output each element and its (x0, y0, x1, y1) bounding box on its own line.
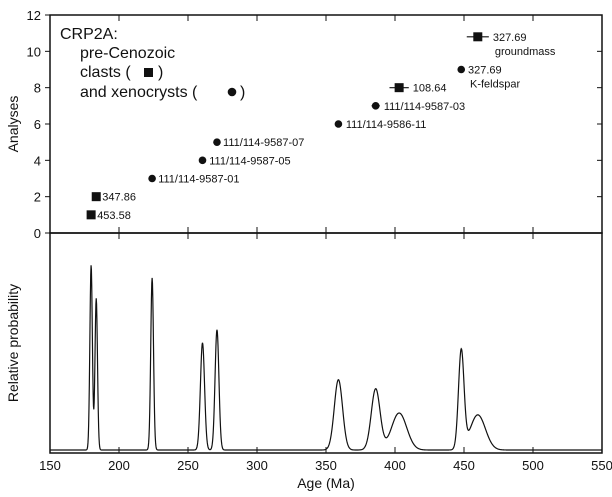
legend-circle-marker (227, 87, 237, 97)
point-label: 453.58 (97, 210, 131, 222)
x-tick-label: 150 (39, 458, 61, 473)
circle-marker (213, 138, 221, 146)
point-label: 111/114-9587-05 (209, 155, 290, 167)
y-tick-label: 8 (34, 81, 41, 96)
legend-title: CRP2A: (60, 26, 118, 43)
circle-marker (198, 156, 207, 165)
legend: CRP2A: pre-Cenozoic clasts ( ) and xenoc… (60, 26, 245, 101)
point-label: 327.69 (468, 65, 502, 77)
point-label: 111/114-9587-07 (223, 137, 304, 149)
legend-xeno-close: ) (240, 84, 245, 101)
x-axis-label: Age (Ma) (297, 475, 355, 491)
point-label: 111/114-9587-03 (384, 101, 465, 113)
error-bars (89, 36, 489, 216)
point-label: 327.69 (493, 32, 527, 44)
point-sublabel: K-feldspar (470, 79, 520, 91)
x-axis-ticks: 150 200 250 300 350 400 450 500 550 (39, 15, 612, 473)
square-marker (394, 83, 404, 93)
x-tick-label: 500 (522, 458, 544, 473)
circle-marker (148, 174, 156, 183)
legend-line-1: pre-Cenozoic (80, 45, 175, 62)
x-tick-label: 450 (453, 458, 475, 473)
point-label: 347.86 (102, 192, 136, 204)
legend-square-marker (144, 68, 153, 77)
x-tick-label: 250 (177, 458, 199, 473)
point-label: 111/114-9586-11 (346, 119, 427, 131)
circle-marker (334, 120, 343, 128)
x-tick-label: 200 (108, 458, 130, 473)
square-marker (91, 192, 101, 202)
y-tick-label: 4 (34, 153, 41, 168)
y-tick-label: 2 (34, 190, 41, 205)
x-tick-label: 400 (384, 458, 406, 473)
square-marker (86, 210, 96, 220)
y-tick-label: 10 (27, 44, 41, 59)
y-tick-label: 12 (27, 8, 41, 23)
legend-clasts-close: ) (158, 64, 163, 81)
square-marker (473, 32, 483, 42)
circle-marker (457, 65, 466, 74)
x-tick-label: 300 (246, 458, 268, 473)
legend-clasts-open: clasts ( (80, 64, 131, 81)
bottom-panel-frame (49, 232, 603, 454)
probability-curve (50, 265, 602, 451)
bottom-y-axis-label: Relative probability (5, 284, 21, 402)
legend-xeno-open: and xenocrysts ( (80, 84, 198, 101)
circle-marker (371, 102, 380, 110)
x-tick-label: 350 (315, 458, 337, 473)
y-tick-label: 0 (34, 226, 41, 241)
data-markers (86, 32, 483, 220)
point-sublabel: groundmass (495, 46, 556, 58)
y-tick-label: 6 (34, 117, 41, 132)
point-label: 111/114-9587-01 (158, 174, 239, 186)
point-labels: 453.58 347.86 108.64 327.69 groundmass 111/11… (97, 32, 556, 222)
top-y-axis-label: Analyses (5, 96, 21, 153)
x-tick-label: 550 (591, 458, 612, 473)
point-label: 108.64 (413, 83, 447, 95)
y-axis-ticks: 0 2 4 6 8 10 12 (27, 8, 602, 241)
